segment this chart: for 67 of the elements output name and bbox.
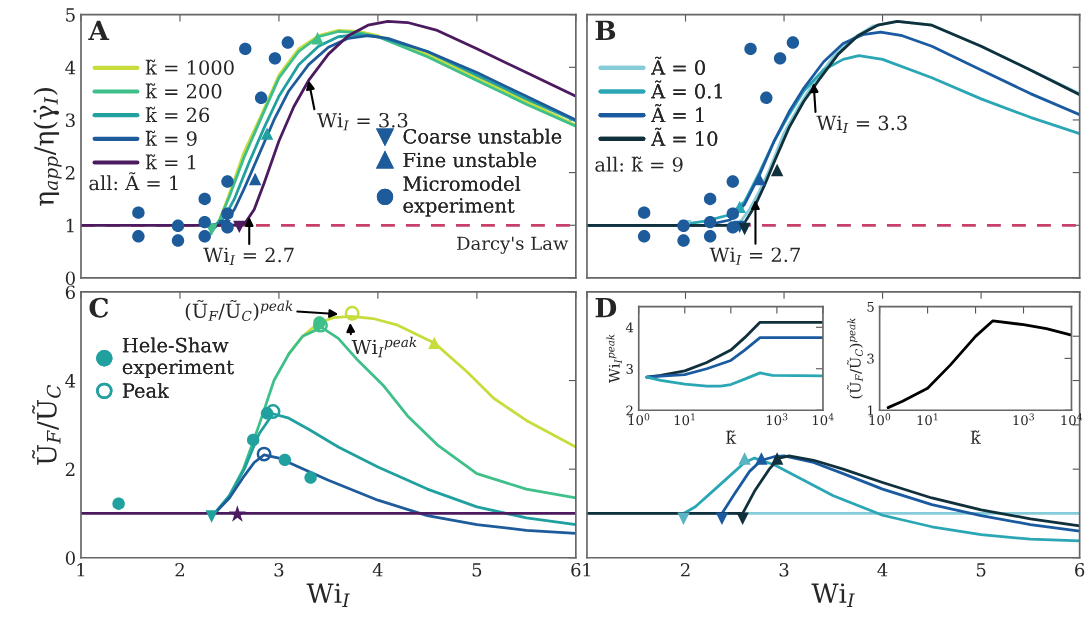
x-axis-title: k̃ — [970, 430, 981, 444]
y-axis-title: (Ũ$_{F}$/Ũ$_{C}$)$^{peak}$ — [847, 318, 863, 399]
legend-label: k̃ = 200 — [145, 83, 222, 99]
y-tick-label: 4 — [65, 374, 76, 388]
x-axis-title: k̃ — [726, 430, 737, 444]
x-tick-label: 10$^{3}$ — [766, 413, 788, 426]
legend-label: k̃ = 26 — [145, 106, 210, 123]
annotation: (Ũ$_{F}$/Ũ$_{C}$)$^{peak}$ — [185, 299, 293, 322]
y-tick-label: 3 — [66, 113, 75, 128]
y-tick-label: 3 — [626, 363, 633, 374]
annotation: C — [89, 297, 109, 318]
y-tick-label: 1 — [66, 218, 74, 233]
y-tick-label: 2 — [65, 166, 75, 180]
y-tick-label: 3 — [867, 353, 874, 364]
annotation: D — [595, 298, 617, 318]
y-tick-label: 5 — [867, 301, 874, 312]
x-tick-label: 4 — [372, 562, 383, 577]
legend-label: Fine unstable — [403, 152, 537, 168]
x-tick-label: 10$^{1}$ — [917, 413, 938, 426]
legend-label: Micromodel experiment — [403, 175, 521, 217]
x-tick-label: 2 — [680, 562, 690, 577]
annotation: Wi$_{I}$ = 3.3 — [816, 115, 907, 133]
y-tick-label: 2 — [626, 405, 633, 416]
y-tick-label: 6 — [65, 285, 75, 300]
legend-label: Ã = 0.1 — [651, 80, 722, 99]
x-tick-label: 6 — [1075, 562, 1085, 577]
legend-label: k̃ = 9 — [145, 130, 197, 146]
legend-label: k̃ = 1000 — [145, 59, 234, 75]
legend-label: Peak — [122, 382, 170, 398]
annotation: Wi$_{I}$$^{peak}$ — [351, 336, 417, 358]
x-tick-label: 10$^{3}$ — [1013, 413, 1034, 426]
x-tick-label: 10$^{4}$ — [812, 413, 834, 426]
x-tick-label: 1 — [583, 562, 591, 577]
x-tick-label: 10$^{1}$ — [674, 413, 695, 426]
annotation: Wi$_{I}$ = 2.7 — [203, 247, 294, 266]
x-tick-label: 5 — [472, 563, 482, 577]
y-axis-title: η$_{app}$/η(γ̇$_{I}$) — [33, 88, 62, 206]
x-axis-title: Wi$_{I}$ — [811, 583, 855, 607]
annotation: B — [595, 20, 616, 40]
legend-label: Ã = 10 — [651, 127, 718, 146]
y-tick-label: 0 — [65, 551, 75, 565]
x-tick-label: 3 — [274, 562, 284, 577]
legend-label: Coarse unstable — [403, 128, 562, 144]
y-tick-label: 1 — [867, 405, 873, 416]
legend-label: k̃ = 1 — [145, 154, 196, 170]
x-tick-label: 6 — [571, 562, 581, 577]
y-tick-label: 4 — [65, 60, 76, 75]
legend-label: Ã = 1 — [651, 104, 704, 122]
x-tick-label: 4 — [877, 562, 888, 577]
ref-line-label: Darcy's Law — [457, 236, 569, 254]
annotation: A — [88, 20, 110, 40]
y-tick-label: 4 — [625, 322, 634, 333]
y-tick-label: 5 — [66, 8, 75, 22]
x-tick-label: 3 — [779, 562, 789, 577]
y-tick-label: 2 — [65, 462, 75, 477]
annotation: Wi$_{I}$ = 2.7 — [709, 247, 800, 265]
x-tick-label: 5 — [976, 563, 986, 577]
legend-label: Hele-Shaw experiment — [122, 337, 234, 379]
x-axis-title: Wi$_{I}$ — [306, 583, 350, 607]
annotation: all: k̃ = 9 — [595, 156, 683, 172]
y-tick-label: 0 — [65, 271, 75, 286]
annotation: all: Ã = 1 — [89, 172, 178, 191]
x-tick-label: 10$^{4}$ — [1061, 413, 1083, 426]
x-tick-label: 2 — [175, 562, 184, 577]
legend-label: Ã = 0 — [651, 56, 705, 75]
y-axis-title: Wi$_{I}$$^{peak}$ — [606, 334, 622, 384]
y-axis-title: Ũ$_{F}$/Ũ$_{C}$ — [32, 384, 61, 465]
